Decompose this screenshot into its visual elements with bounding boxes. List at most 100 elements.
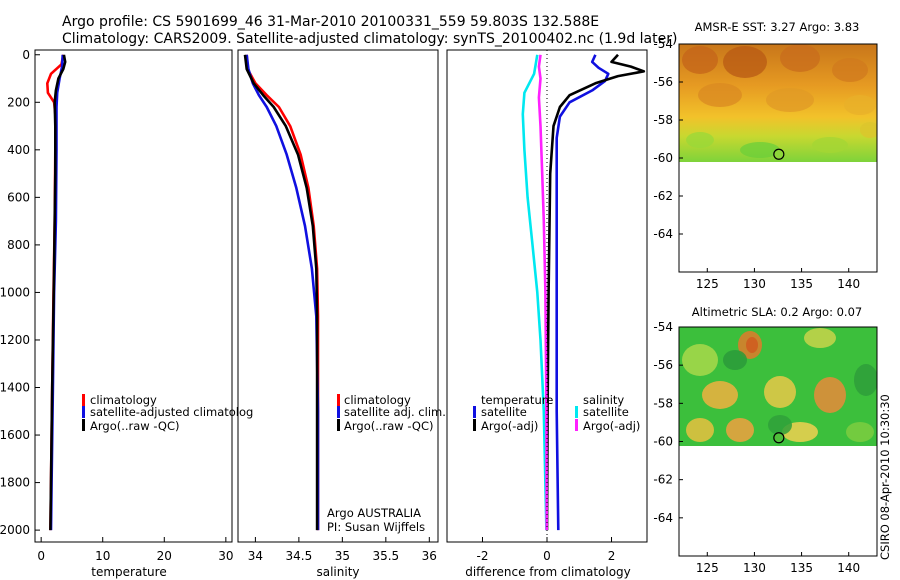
sst-texture-patch <box>860 122 877 138</box>
legend-swatch-temp-argo <box>473 419 476 431</box>
depth-tick-label: 0 <box>22 48 30 62</box>
legend-swatch-satellite <box>337 406 340 418</box>
difference-legend: temperature satellite Argo(-adj) salinit… <box>473 393 640 433</box>
sla-texture-patch <box>746 337 758 353</box>
series-line-climatology <box>245 54 320 531</box>
legend-label-sal-satellite: satellite <box>583 405 629 419</box>
series-line-salinity-satellite <box>521 54 548 531</box>
legend-swatch-sal-argo <box>575 419 578 431</box>
series-line-temperature-argo-adj- <box>545 53 646 531</box>
sla-map-title: Altimetric SLA: 0.2 Argo: 0.07 <box>692 305 862 319</box>
difference-panel: -2 0 2 <box>476 53 646 563</box>
sst-texture-patch <box>740 142 780 158</box>
legend-label-temp-satellite: satellite <box>481 405 527 419</box>
depth-tick-label: 400 <box>7 143 30 157</box>
depth-tick-label: 2000 <box>0 523 30 537</box>
sst-argo-location-marker <box>773 148 785 160</box>
map-y-tick-label: -60 <box>653 151 673 165</box>
legend-label-sal-argo: Argo(-adj) <box>583 419 640 433</box>
sst-texture-patch <box>686 132 714 148</box>
sla-texture-patch <box>723 350 747 370</box>
sst-texture-patch <box>723 46 767 78</box>
map-y-tick-label: -62 <box>653 189 673 203</box>
depth-tick-label: 1200 <box>0 333 30 347</box>
credit-text: CSIRO 08-Apr-2010 10:30:30 <box>878 394 892 560</box>
figure-title-line1: Argo profile: CS 5901699_46 31-Mar-2010 … <box>62 14 599 30</box>
map-x-tick-label: 140 <box>837 561 860 575</box>
map-y-tick-label: -58 <box>653 113 673 127</box>
legend-swatch-argo <box>82 419 85 431</box>
salinity-panel: 34 34.5 35 35.5 36 <box>243 54 437 563</box>
x-tick-label: 0 <box>543 549 551 563</box>
depth-tick-label: 200 <box>7 95 30 109</box>
map-y-tick-label: -54 <box>653 37 673 51</box>
difference-xlabel: difference from climatology <box>465 565 631 579</box>
legend-swatch-sal-satellite <box>575 406 578 418</box>
pi-annotation: PI: Susan Wijffels <box>327 520 425 534</box>
sla-field <box>679 327 877 446</box>
map-y-tick-label: -64 <box>653 511 673 525</box>
sst-texture-patch <box>780 44 820 72</box>
legend-label-temp-argo: Argo(-adj) <box>481 419 538 433</box>
map-y-tick-label: -56 <box>653 75 673 89</box>
sst-field <box>679 44 877 162</box>
legend-swatch-satellite <box>82 406 85 418</box>
temperature-xlabel: temperature <box>91 565 166 579</box>
legend-label-satellite: satellite adj. clim. <box>344 405 446 419</box>
x-tick-label: 30 <box>218 549 233 563</box>
series-line-salinity-argo-adj- <box>537 54 549 531</box>
salinity-panel-frame <box>237 49 439 543</box>
sst-texture-patch <box>832 58 868 82</box>
sla-texture-patch <box>726 418 754 442</box>
sla-texture-patch <box>764 376 796 408</box>
sla-argo-location-marker <box>773 432 785 444</box>
map-x-tick-label: 135 <box>790 277 813 291</box>
legend-label-climatology: climatology <box>344 393 411 407</box>
map-x-tick-label: 135 <box>790 561 813 575</box>
legend-label-climatology: climatology <box>90 393 157 407</box>
sst-texture-patch <box>766 88 814 112</box>
x-tick-label: 2 <box>608 549 616 563</box>
map-y-tick-label: -64 <box>653 227 673 241</box>
depth-tick-label: 800 <box>7 238 30 252</box>
legend-swatch-climatology <box>337 394 340 406</box>
float-owner-annotation: Argo AUSTRALIA <box>327 506 421 520</box>
sst-texture-patch <box>698 83 742 107</box>
legend-group-title-salinity: salinity <box>583 393 624 407</box>
depth-tick-label: 1800 <box>0 476 30 490</box>
depth-tick-label: 1600 <box>0 428 30 442</box>
map-y-tick-label: -58 <box>653 396 673 410</box>
legend-swatch-climatology <box>82 394 85 406</box>
sst-texture-patch <box>812 137 848 153</box>
sla-texture-patch <box>768 415 792 435</box>
x-tick-label: 36 <box>422 549 437 563</box>
sla-texture-patch <box>854 364 877 396</box>
x-tick-label: 35.5 <box>372 549 399 563</box>
sst-texture-patch <box>844 95 876 115</box>
sla-texture-patch <box>814 377 846 413</box>
map-y-tick-label: -60 <box>653 435 673 449</box>
series-line-argo-raw-qc- <box>243 54 319 531</box>
legend-group-title-temperature: temperature <box>481 393 553 407</box>
sla-texture-patch <box>846 422 874 442</box>
map-x-tick-label: 125 <box>696 277 719 291</box>
series-line-satellite-adj-clim- <box>245 54 320 531</box>
x-tick-label: 20 <box>157 549 172 563</box>
map-y-tick-label: -62 <box>653 473 673 487</box>
series-line-temperature-satellite <box>555 54 610 531</box>
x-tick-label: 10 <box>95 549 110 563</box>
map-x-tick-label: 130 <box>743 561 766 575</box>
salinity-xlabel: salinity <box>316 565 359 579</box>
legend-label-argo: Argo(..raw -QC) <box>90 419 180 433</box>
map-x-tick-label: 140 <box>837 277 860 291</box>
legend-label-satellite: satellite-adjusted climatolog <box>90 405 253 419</box>
sla-texture-patch <box>702 381 738 409</box>
legend-swatch-argo <box>337 419 340 431</box>
sla-patches <box>682 328 877 442</box>
legend-swatch-temp-satellite <box>473 406 476 418</box>
x-tick-label: 34.5 <box>286 549 313 563</box>
sla-texture-patch <box>686 418 714 442</box>
sla-map-axes: 125 130 135 140 -54 -56 -58 -60 -62 -64 <box>653 320 860 575</box>
temperature-panel-frame <box>34 49 233 543</box>
salinity-legend: climatology satellite adj. clim. Argo(..… <box>327 393 446 534</box>
